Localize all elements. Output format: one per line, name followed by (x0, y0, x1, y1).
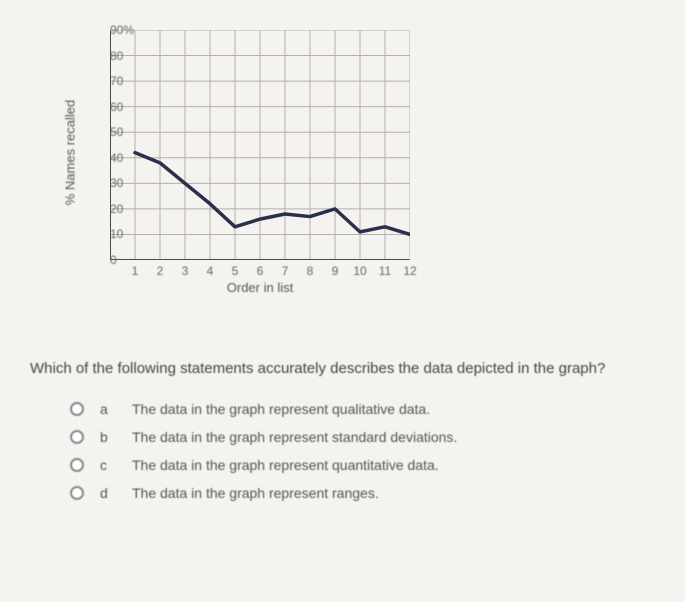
option-row[interactable]: a The data in the graph represent qualita… (70, 401, 655, 417)
x-tick-label: 8 (307, 264, 314, 278)
radio-button[interactable] (70, 458, 84, 472)
option-text: The data in the graph represent ranges. (132, 485, 379, 501)
x-tick-label: 4 (207, 264, 214, 278)
option-letter: b (100, 429, 116, 445)
radio-button[interactable] (70, 402, 84, 416)
line-chart (110, 30, 410, 260)
x-tick-label: 12 (403, 264, 416, 278)
x-tick-label: 5 (232, 264, 239, 278)
option-letter: a (100, 401, 116, 417)
question-text: Which of the following statements accura… (30, 360, 655, 377)
x-tick-label: 7 (282, 264, 289, 278)
option-letter: d (100, 485, 116, 501)
option-row[interactable]: d The data in the graph represent ranges. (70, 485, 655, 501)
options-list: a The data in the graph represent qualita… (70, 401, 655, 501)
x-tick-label: 3 (182, 264, 189, 278)
option-text: The data in the graph represent quantita… (132, 457, 439, 473)
x-tick-label: 11 (379, 264, 391, 278)
x-tick-label: 6 (257, 264, 264, 278)
y-axis-label: % Names recalled (63, 100, 78, 206)
option-letter: c (100, 457, 116, 473)
option-row[interactable]: c The data in the graph represent quantit… (70, 457, 655, 473)
x-tick-label: 10 (353, 264, 366, 278)
x-tick-label: 2 (157, 264, 164, 278)
chart-container: % Names recalled Order in list 010203040… (80, 30, 420, 290)
x-tick-label: 1 (132, 264, 139, 278)
option-row[interactable]: b The data in the graph represent standar… (70, 429, 655, 445)
option-text: The data in the graph represent standard… (132, 429, 457, 445)
x-axis-label: Order in list (227, 280, 293, 295)
radio-button[interactable] (70, 430, 84, 444)
x-tick-label: 9 (332, 264, 339, 278)
option-text: The data in the graph represent qualitat… (132, 401, 430, 417)
radio-button[interactable] (70, 486, 84, 500)
